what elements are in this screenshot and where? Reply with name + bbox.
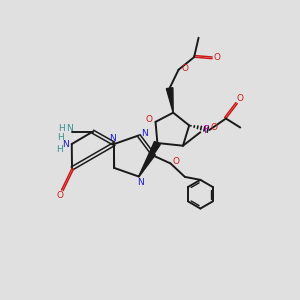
Polygon shape <box>139 141 160 176</box>
Text: N: N <box>137 178 144 187</box>
Polygon shape <box>167 88 173 113</box>
Text: O: O <box>214 52 221 62</box>
Text: O: O <box>172 157 179 166</box>
Text: O: O <box>146 115 152 124</box>
Text: F: F <box>204 125 210 135</box>
Text: N: N <box>66 124 73 133</box>
Text: O: O <box>211 123 218 132</box>
Text: N: N <box>109 134 116 143</box>
Text: O: O <box>57 191 64 200</box>
Text: H: H <box>56 145 63 154</box>
Text: N: N <box>62 140 69 148</box>
Text: O: O <box>236 94 243 103</box>
Text: H: H <box>57 133 64 142</box>
Text: N: N <box>141 129 148 138</box>
Text: O: O <box>182 64 189 73</box>
Text: H: H <box>58 124 65 133</box>
